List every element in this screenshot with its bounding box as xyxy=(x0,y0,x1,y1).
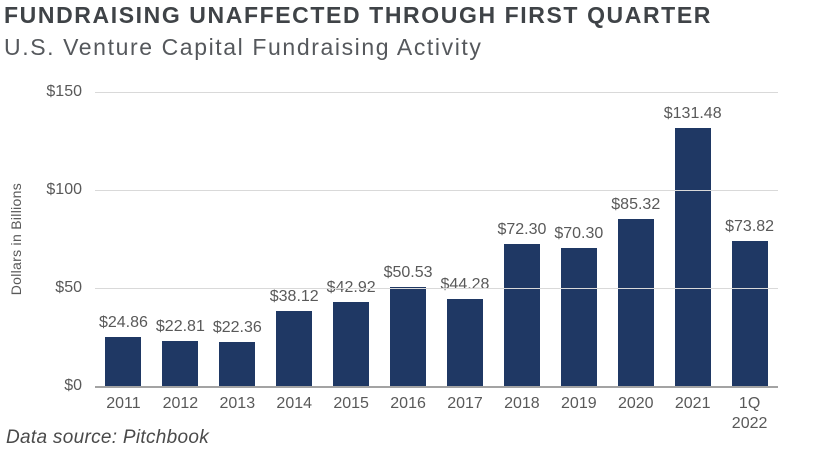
bar-slot: $24.86 xyxy=(95,92,152,386)
y-tick-label: $0 xyxy=(64,377,82,394)
y-axis-title: Dollars in Billions xyxy=(8,92,24,386)
x-tick-label: 2018 xyxy=(504,395,540,412)
bar xyxy=(674,128,711,386)
bar-slot: $44.28 xyxy=(437,92,494,386)
bar xyxy=(390,286,427,386)
bar xyxy=(105,337,142,386)
x-tick-label: 2012 xyxy=(162,395,199,412)
data-source-note: Data source: Pitchbook xyxy=(6,427,210,448)
bar-slot: $70.30 xyxy=(550,92,607,386)
bars-container: $24.86 $22.81 $22.36 $38.12 $42.92 $50.53 $44.… xyxy=(95,92,778,386)
x-tick-label: 2011 xyxy=(106,395,141,412)
y-axis: $0 $50 $100 $150 xyxy=(30,83,88,394)
x-tick-label: 2015 xyxy=(333,395,369,412)
gridline xyxy=(95,92,778,93)
x-tick-label: 1Q 2022 xyxy=(731,395,768,432)
bar-value-label: $38.12 xyxy=(269,288,319,306)
x-tick-label: 2021 xyxy=(674,395,711,412)
bar-value-label: $42.92 xyxy=(326,278,376,296)
bar-value-label: $24.86 xyxy=(98,314,148,332)
gridline xyxy=(95,190,778,191)
bar-value-label: $22.36 xyxy=(212,319,262,337)
bar-slot: $131.48 xyxy=(663,92,722,386)
y-axis-title-text: Dollars in Billions xyxy=(8,182,24,296)
bar-slot: $38.12 xyxy=(266,92,323,386)
x-tick-label: 2013 xyxy=(219,395,256,412)
bar-value-label: $131.48 xyxy=(663,105,722,123)
bar-slot: $85.32 xyxy=(607,92,664,386)
gridline xyxy=(95,288,778,289)
bar xyxy=(276,311,313,386)
y-tick-label: $50 xyxy=(55,279,82,296)
bar-value-label: $72.30 xyxy=(497,221,547,239)
bar-value-label: $70.30 xyxy=(554,225,604,243)
bar-value-label: $85.32 xyxy=(611,195,661,213)
bar xyxy=(560,248,597,386)
x-axis: 2011 2012 2013 2014 2015 2016 2017 2018 2019 2020… xyxy=(95,394,778,434)
x-tick-label: 2014 xyxy=(276,395,313,412)
x-tick-label: 2020 xyxy=(617,395,654,412)
bar xyxy=(617,218,654,386)
bar-chart: Dollars in Billions $0 $50 $100 $150 $24.86… xyxy=(0,83,826,434)
x-tick-label: 2017 xyxy=(447,395,483,412)
plot-area: $24.86 $22.81 $22.36 $38.12 $42.92 $50.53 $44.… xyxy=(95,92,778,388)
page-title: FUNDRAISING UNAFFECTED THROUGH FIRST QUA… xyxy=(4,2,712,28)
bar xyxy=(219,342,256,386)
bar xyxy=(731,241,768,386)
bar-slot: $42.92 xyxy=(323,92,380,386)
y-tick-label: $100 xyxy=(46,181,82,198)
bar-slot: $73.82 xyxy=(721,92,778,386)
bar-slot: $22.36 xyxy=(209,92,266,386)
x-tick-label: 2016 xyxy=(390,395,426,412)
bar xyxy=(162,341,199,386)
page-subtitle: U.S. Venture Capital Fundraising Activit… xyxy=(4,34,483,60)
bar-slot: $22.81 xyxy=(152,92,209,386)
bar-value-label: $73.82 xyxy=(725,218,775,236)
bar-value-label: $44.28 xyxy=(440,276,490,294)
bar-value-label: $22.81 xyxy=(155,318,205,336)
y-tick-label: $150 xyxy=(46,83,82,100)
bar xyxy=(446,299,483,386)
bar-slot: $72.30 xyxy=(493,92,550,386)
bar-value-label: $50.53 xyxy=(383,263,433,281)
bar-slot: $50.53 xyxy=(380,92,437,386)
bar xyxy=(503,244,540,386)
bar xyxy=(333,301,370,386)
x-tick-label: 2019 xyxy=(561,395,597,412)
